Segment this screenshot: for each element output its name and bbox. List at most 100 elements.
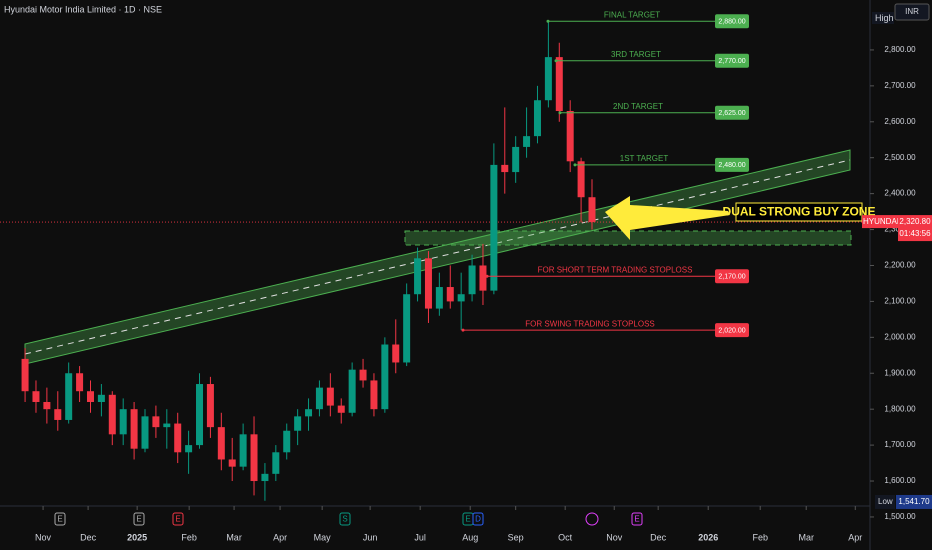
event-icon [631, 512, 643, 526]
candle-body [108, 394, 116, 435]
candle-body [272, 452, 280, 474]
candle-body [403, 294, 411, 363]
candle-body [141, 416, 149, 449]
chart-title: Hyundai Motor India Limited · 1D · NSE [4, 4, 162, 14]
x-tick-label: 2025 [127, 532, 147, 542]
candle-body [21, 358, 29, 392]
y-tick-label: 1,500.00 [884, 512, 916, 521]
level-dot [485, 274, 489, 278]
low-box [875, 494, 895, 509]
x-tick-label: Mar [798, 532, 814, 542]
x-tick-label: Nov [35, 532, 52, 542]
candle-body [577, 161, 585, 198]
level-price-box [715, 323, 749, 338]
level-dot [546, 19, 550, 23]
candle-body [54, 409, 62, 420]
candle-body [588, 197, 596, 223]
candle-body [468, 265, 476, 295]
event-icon [133, 512, 145, 526]
last-price-label: 2,320.80 [899, 217, 931, 226]
event-letter: E [465, 515, 470, 524]
candle-body [359, 369, 367, 381]
candle-body [76, 373, 84, 392]
candle-body [174, 423, 182, 453]
x-tick-label: Nov [606, 532, 623, 542]
x-tick-label: Feb [181, 532, 197, 542]
candle-body [381, 344, 389, 410]
level-label: FOR SHORT TERM TRADING STOPLOSS [538, 265, 693, 274]
candle-body [86, 391, 94, 402]
low-price: 1,541.70 [898, 497, 930, 506]
buy-zone [404, 230, 852, 246]
level-dot [461, 328, 465, 332]
event-letter: S [342, 515, 347, 524]
candle-body [163, 423, 171, 428]
y-tick-label: 1,800.00 [884, 404, 916, 413]
level-price: 2,480.00 [718, 162, 745, 169]
candle-body [206, 384, 214, 428]
candle-body [152, 416, 160, 428]
x-tick-label: Apr [273, 532, 287, 542]
candle-body [250, 434, 258, 482]
level-price: 2,770.00 [718, 58, 745, 65]
high-label: High [875, 13, 894, 23]
candle-body [544, 57, 552, 101]
candle-body [348, 369, 356, 413]
candle-body [337, 405, 345, 413]
level-price: 2,625.00 [718, 110, 745, 117]
split-icon [585, 512, 599, 526]
y-tick-label: 1,600.00 [884, 476, 916, 485]
x-tick-label: Aug [462, 532, 478, 542]
candle-body [435, 287, 443, 309]
candle-body [392, 344, 400, 363]
level-price: 2,880.00 [718, 19, 745, 26]
currency-box[interactable] [894, 3, 930, 21]
currency[interactable]: INR [905, 7, 919, 16]
x-tick-label: 2026 [698, 532, 718, 542]
x-tick-label: Feb [752, 532, 768, 542]
x-tick-label: Jul [414, 532, 426, 542]
x-tick-label: Dec [650, 532, 667, 542]
candle-body [185, 445, 193, 453]
y-tick-label: 2,800.00 [884, 45, 916, 54]
candle-body [370, 380, 378, 410]
countdown: 01:43:56 [899, 229, 931, 238]
event-icon [472, 512, 484, 526]
level-label: 1ST TARGET [620, 154, 669, 163]
candle-body [414, 258, 422, 295]
x-tick-label: Jun [363, 532, 378, 542]
event-letter: E [175, 515, 180, 524]
candle-body [239, 434, 247, 467]
candle-body [424, 258, 432, 309]
symbol-label: HYUNDAI [863, 217, 899, 226]
event-icon [339, 512, 351, 526]
event-icon [172, 512, 184, 526]
event-letter: D [475, 515, 481, 524]
y-tick-label: 2,200.00 [884, 261, 916, 270]
level-price-box [715, 157, 749, 172]
y-tick-label: 1,900.00 [884, 368, 916, 377]
candle-body [523, 136, 531, 147]
event-letter: E [57, 515, 62, 524]
symbol-box [862, 215, 898, 229]
candle-body [446, 287, 454, 302]
y-tick-label: 2,700.00 [884, 81, 916, 90]
last-price-box [898, 215, 932, 242]
event-letter: E [136, 515, 141, 524]
zone-label: DUAL STRONG BUY ZONE [723, 205, 876, 219]
low-price-box [896, 494, 932, 509]
level-price: 2,170.00 [718, 274, 745, 281]
candle-body [228, 459, 236, 467]
x-tick-label: Mar [226, 532, 242, 542]
level-price-box [715, 269, 749, 284]
level-price-box [715, 105, 749, 120]
x-tick-label: Dec [80, 532, 97, 542]
y-tick-label: 2,100.00 [884, 297, 916, 306]
candle-body [97, 394, 105, 402]
arrow [605, 196, 730, 240]
candle-body [196, 384, 204, 446]
candle-body [326, 387, 334, 406]
